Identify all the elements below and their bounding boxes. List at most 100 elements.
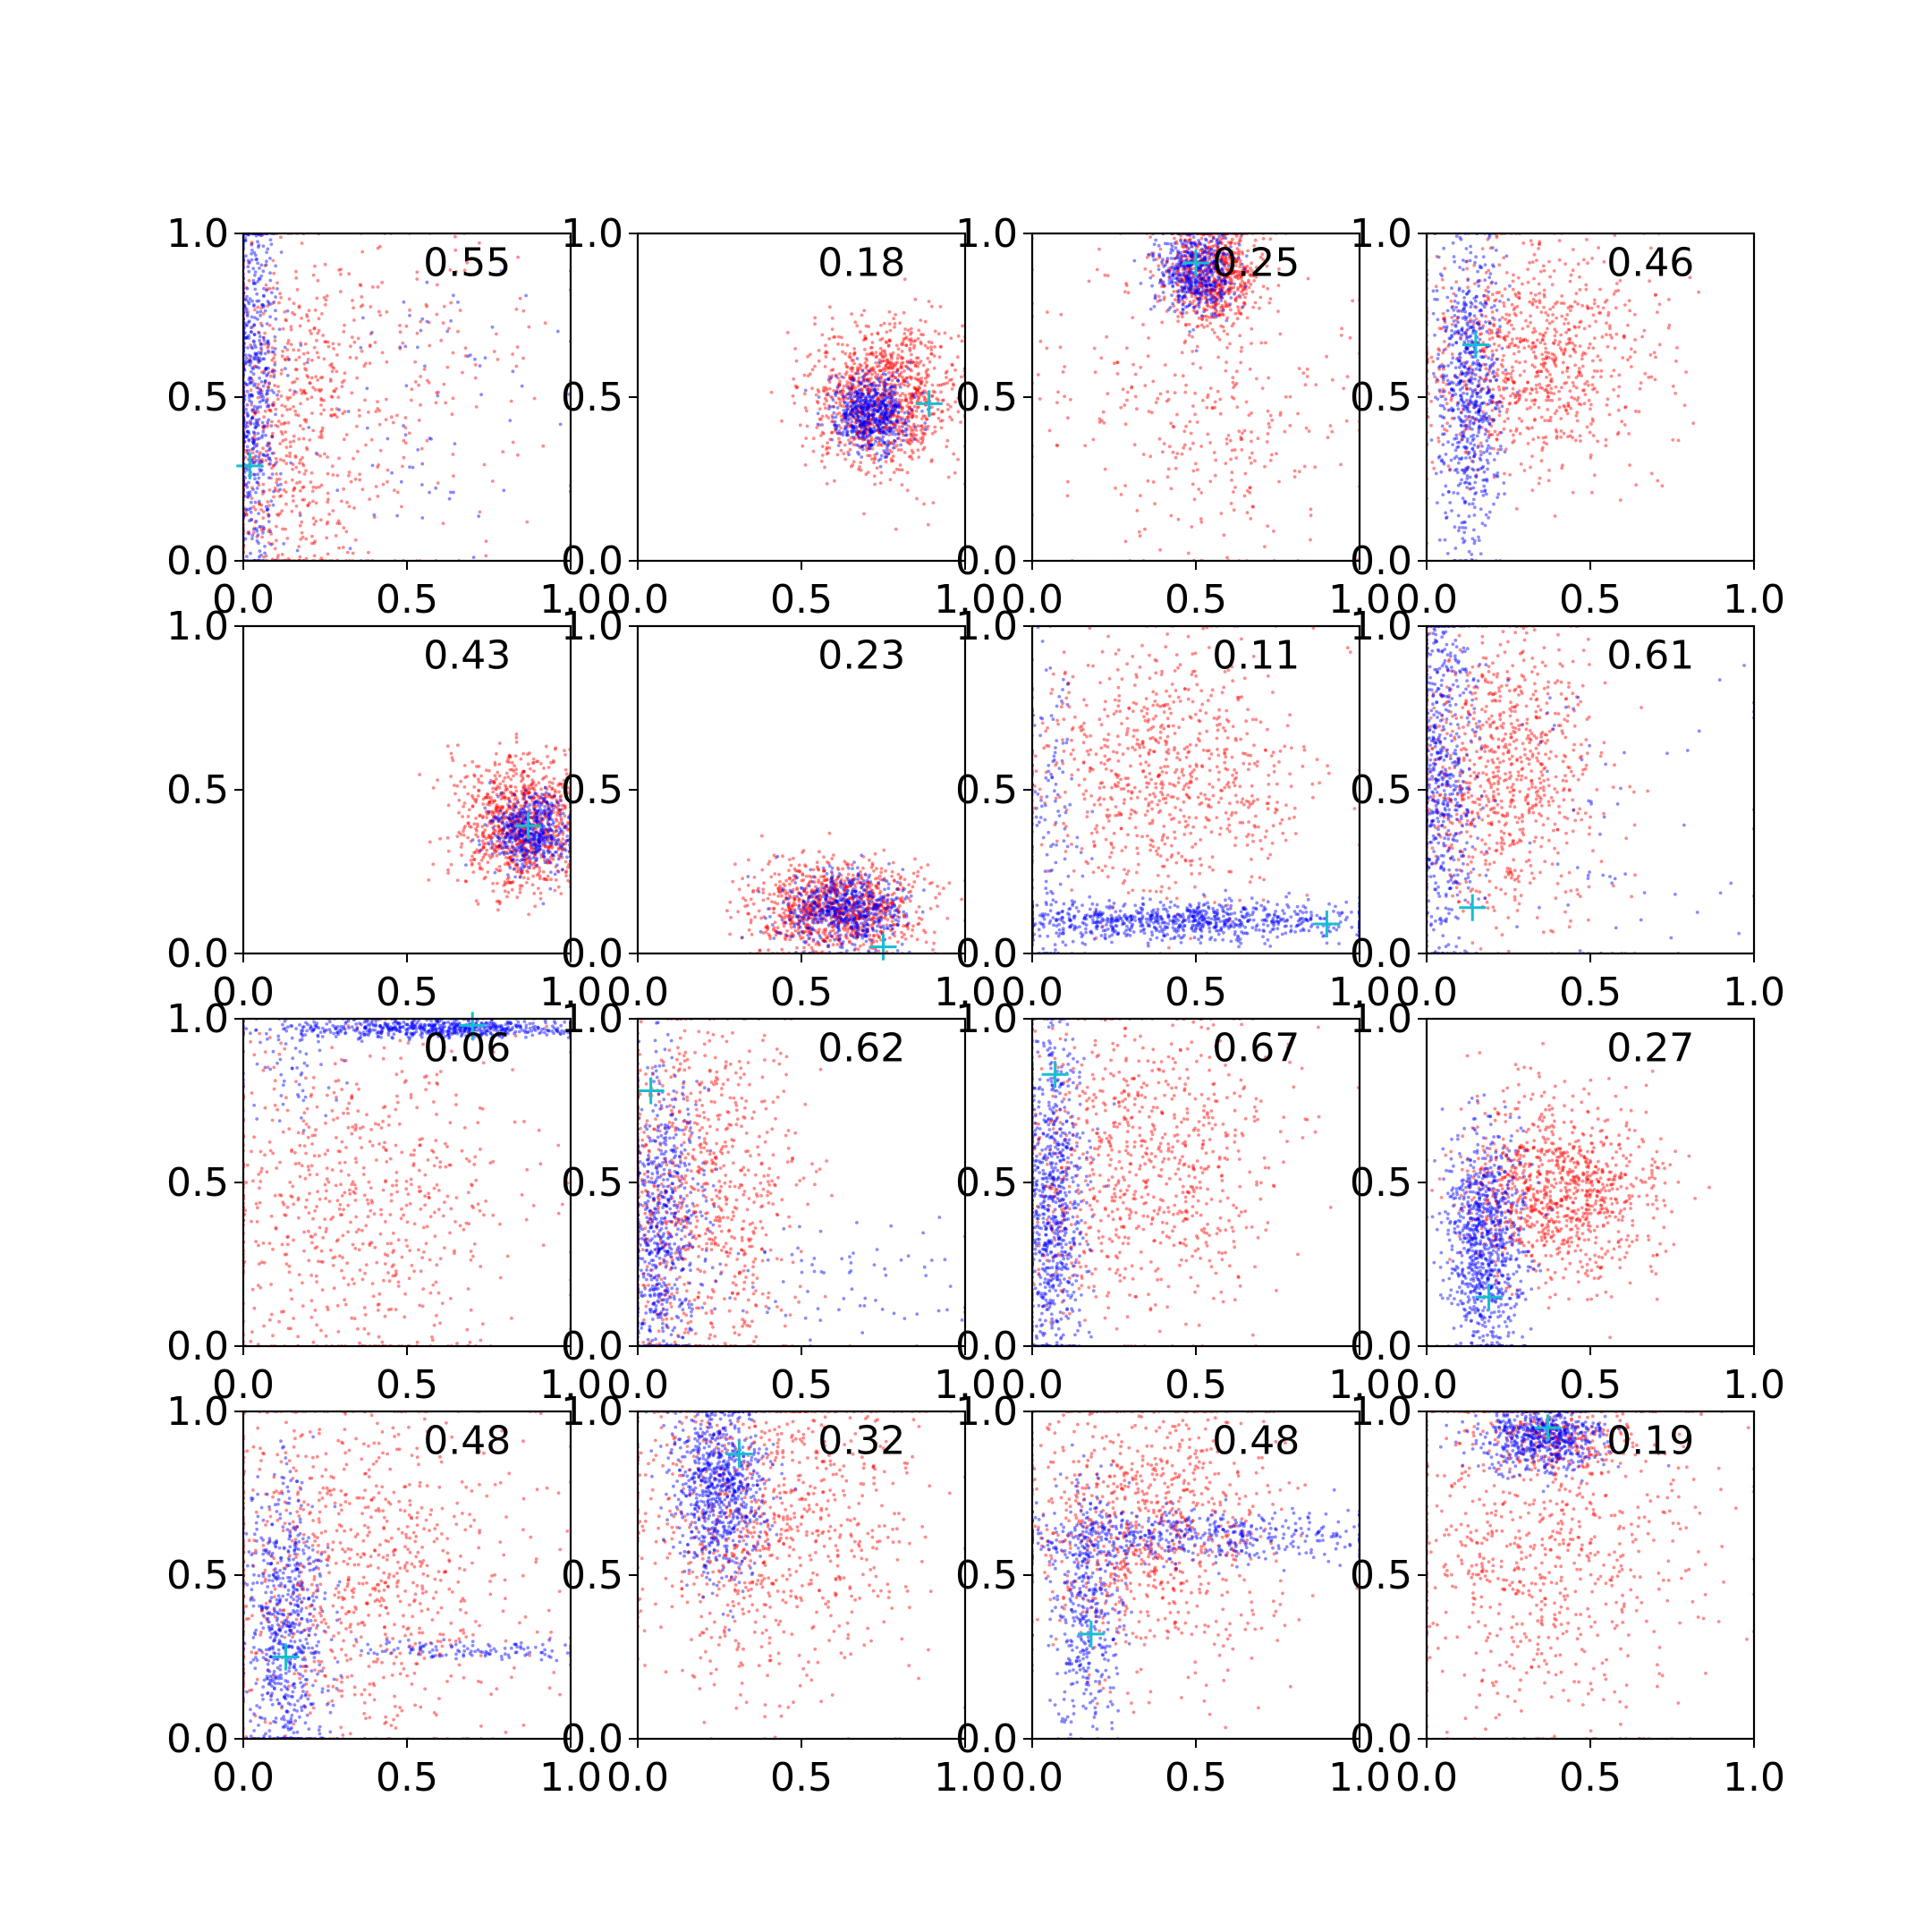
point bbox=[1201, 258, 1205, 261]
point bbox=[1206, 292, 1210, 297]
point bbox=[911, 360, 916, 365]
point bbox=[1184, 284, 1189, 288]
point bbox=[1241, 292, 1245, 297]
point bbox=[368, 497, 371, 501]
point bbox=[1195, 289, 1199, 293]
point bbox=[259, 461, 264, 464]
point bbox=[1224, 462, 1228, 465]
point bbox=[872, 369, 876, 372]
point bbox=[1196, 296, 1200, 301]
point bbox=[1218, 397, 1223, 402]
point bbox=[813, 364, 817, 369]
point bbox=[351, 299, 354, 302]
point bbox=[1215, 286, 1219, 291]
point bbox=[305, 373, 309, 377]
point bbox=[258, 352, 263, 356]
point bbox=[1199, 297, 1204, 301]
point bbox=[1162, 298, 1166, 301]
point bbox=[260, 324, 264, 327]
point bbox=[852, 352, 856, 357]
point bbox=[1166, 397, 1171, 402]
point bbox=[1191, 335, 1194, 339]
point bbox=[246, 496, 250, 499]
point bbox=[267, 448, 271, 453]
point bbox=[275, 393, 279, 397]
point bbox=[829, 369, 834, 372]
point bbox=[864, 408, 869, 412]
point bbox=[335, 473, 340, 478]
point bbox=[1216, 238, 1220, 242]
point bbox=[246, 320, 250, 325]
point bbox=[877, 419, 881, 423]
point bbox=[1239, 360, 1243, 365]
point bbox=[253, 382, 257, 386]
point bbox=[1189, 267, 1192, 271]
point bbox=[859, 411, 863, 416]
y-tick-label: 0.5 bbox=[561, 375, 623, 420]
point bbox=[860, 445, 863, 449]
point bbox=[255, 442, 259, 446]
point bbox=[425, 319, 429, 324]
point bbox=[1197, 305, 1201, 309]
point bbox=[1265, 440, 1269, 444]
point bbox=[905, 360, 910, 363]
point bbox=[1198, 292, 1201, 296]
point bbox=[270, 402, 275, 407]
point bbox=[902, 451, 907, 454]
point bbox=[1524, 318, 1528, 323]
point bbox=[1200, 314, 1205, 318]
point bbox=[878, 429, 882, 433]
point bbox=[305, 313, 309, 317]
point bbox=[419, 446, 424, 451]
point bbox=[849, 377, 853, 382]
point bbox=[1115, 360, 1120, 365]
point bbox=[877, 441, 881, 445]
point bbox=[332, 366, 336, 370]
point bbox=[865, 436, 869, 439]
point bbox=[923, 343, 928, 348]
point bbox=[275, 460, 279, 464]
point bbox=[1205, 308, 1209, 312]
point bbox=[319, 433, 324, 436]
point bbox=[910, 408, 914, 411]
point bbox=[1203, 279, 1207, 284]
point bbox=[319, 398, 324, 402]
point bbox=[1297, 470, 1301, 474]
point bbox=[428, 343, 432, 348]
point bbox=[1150, 251, 1154, 255]
point bbox=[1237, 253, 1241, 257]
point bbox=[309, 470, 314, 475]
point bbox=[262, 286, 266, 291]
point bbox=[926, 522, 930, 527]
point bbox=[879, 411, 884, 416]
point bbox=[427, 381, 431, 385]
point bbox=[1216, 254, 1221, 258]
point bbox=[910, 448, 914, 453]
point bbox=[1124, 284, 1129, 287]
point bbox=[869, 388, 874, 393]
point bbox=[894, 432, 897, 436]
point bbox=[1204, 238, 1208, 242]
point bbox=[890, 374, 894, 378]
point bbox=[1158, 547, 1162, 552]
point bbox=[300, 317, 303, 320]
point bbox=[257, 483, 261, 487]
point bbox=[877, 376, 881, 380]
point bbox=[1490, 349, 1495, 353]
point bbox=[887, 370, 891, 375]
point bbox=[910, 412, 913, 417]
point bbox=[1226, 434, 1231, 437]
point bbox=[1221, 283, 1225, 286]
point bbox=[1230, 266, 1234, 270]
point bbox=[258, 387, 262, 391]
point bbox=[1176, 268, 1181, 273]
point bbox=[833, 479, 836, 483]
point bbox=[1069, 397, 1072, 402]
point bbox=[1189, 272, 1192, 275]
point bbox=[862, 402, 867, 405]
point bbox=[252, 438, 257, 443]
point bbox=[921, 414, 926, 418]
point bbox=[1244, 284, 1248, 288]
point bbox=[1206, 298, 1209, 302]
point bbox=[298, 511, 302, 515]
